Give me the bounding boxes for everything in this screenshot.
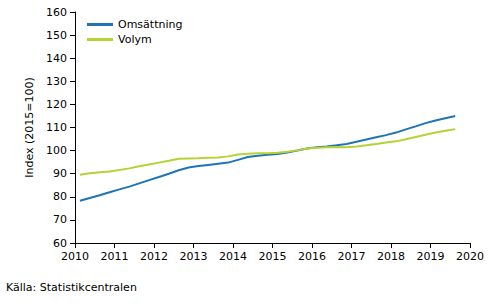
svg-text:2020: 2020 [456,250,484,263]
svg-text:80: 80 [53,190,67,203]
svg-text:150: 150 [46,29,67,42]
svg-text:2018: 2018 [377,250,405,263]
svg-text:120: 120 [46,98,67,111]
svg-text:Volym: Volym [118,33,152,46]
svg-text:Index (2015=100): Index (2015=100) [23,77,36,178]
svg-text:Omsättning: Omsättning [118,18,182,31]
svg-text:2015: 2015 [259,250,287,263]
svg-text:2013: 2013 [180,250,208,263]
svg-text:130: 130 [46,75,67,88]
svg-text:60: 60 [53,237,67,250]
svg-text:140: 140 [46,52,67,65]
svg-text:2010: 2010 [61,250,89,263]
svg-text:2012: 2012 [140,250,168,263]
svg-text:2019: 2019 [417,250,445,263]
svg-text:90: 90 [53,167,67,180]
svg-text:2016: 2016 [298,250,326,263]
svg-text:160: 160 [46,6,67,19]
svg-text:2014: 2014 [219,250,247,263]
svg-text:70: 70 [53,213,67,226]
svg-text:100: 100 [46,144,67,157]
svg-text:110: 110 [46,121,67,134]
svg-text:2017: 2017 [338,250,366,263]
svg-text:2011: 2011 [101,250,129,263]
svg-text:Källa: Statistikcentralen: Källa: Statistikcentralen [6,281,137,294]
